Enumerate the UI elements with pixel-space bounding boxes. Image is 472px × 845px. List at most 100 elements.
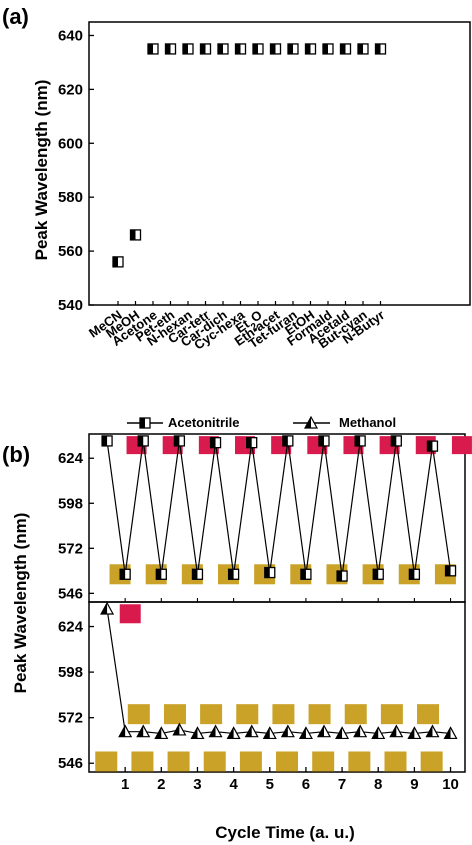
acetonitrile-point [191, 568, 204, 580]
panel-a-point [304, 43, 317, 55]
methanol-point [353, 724, 368, 738]
legend-triangle-marker-fill [305, 417, 311, 428]
panel-a-point [164, 43, 177, 55]
acetonitrile-point-fill [409, 569, 415, 580]
acetonitrile-point-fill [156, 569, 162, 580]
methanol-point-fill [137, 725, 144, 737]
panel-b-bottom-frame [88, 601, 466, 773]
methanol-point [244, 724, 259, 738]
methanol-point-fill [155, 727, 162, 739]
panel-a-point [322, 43, 334, 55]
swatch-red [119, 604, 141, 624]
methanol-point-fill [318, 725, 324, 737]
panel-a-point [182, 43, 194, 55]
swatch-gold [312, 751, 335, 772]
methanol-point [136, 724, 151, 738]
acetonitrile-point [372, 568, 384, 580]
panel-a-point [234, 43, 247, 55]
methanol-point [443, 726, 458, 740]
panel-a-point-fill [375, 43, 381, 54]
acetonitrile-point-fill [337, 571, 343, 582]
methanol-point-fill [101, 603, 108, 615]
methanol-point-fill [408, 727, 415, 739]
panel-a-point-fill [270, 43, 276, 54]
panel-b-y-tick-label: 572 [58, 710, 83, 727]
legend-label-acetonitrile: Acetonitrile [168, 415, 240, 430]
acetonitrile-point [155, 568, 167, 580]
acetonitrile-point [336, 570, 348, 582]
methanol-point [298, 726, 313, 740]
methanol-point-fill [173, 723, 180, 735]
acetonitrile-point [137, 435, 149, 447]
swatch-gold [276, 751, 299, 772]
panel-b-acetonitrile-plot [101, 435, 457, 582]
panel-a-y-tick-label: 540 [58, 297, 83, 314]
swatch-gold [167, 751, 190, 772]
panel-a-point [112, 256, 124, 268]
panel-a-label: (a) [2, 4, 29, 29]
acetonitrile-point [209, 437, 222, 449]
methanol-point-fill [372, 727, 379, 739]
panel-a-point-fill [305, 43, 311, 54]
panel-b-ticks: 546 546 572 572 598 598 624 624 1 2 3 4 5 6 7 8 9 10 [58, 450, 459, 793]
panel-a-y-tick-label: 640 [58, 27, 83, 44]
methanol-point-fill [354, 725, 361, 737]
acetonitrile-point-fill [319, 435, 324, 446]
panel-a-point-fill [148, 43, 153, 54]
acetonitrile-point-fill [138, 435, 144, 446]
panel-b-x-tick-label: 5 [266, 776, 274, 793]
panel-a-point [269, 43, 282, 55]
panel-a-point [252, 43, 264, 55]
panel-a-point [357, 43, 369, 55]
panel-b-y-tick-label: 598 [58, 495, 83, 512]
legend-label-methanol: Methanol [339, 415, 396, 430]
methanol-point [389, 724, 404, 738]
swatch-gold [380, 704, 403, 725]
acetonitrile-point [300, 568, 312, 580]
methanol-point-fill [444, 727, 451, 739]
panel-a-point-fill [113, 256, 118, 267]
acetonitrile-point [264, 566, 276, 579]
panel-a-point [199, 43, 212, 55]
panel-b-y-tick-label: 624 [58, 619, 84, 636]
panel-b-label: (b) [2, 442, 30, 467]
legend-square-marker-fill [140, 418, 145, 428]
methanol-point [190, 726, 205, 740]
swatch-gold [384, 751, 407, 772]
methanol-point [226, 726, 241, 740]
acetonitrile-point-fill [192, 569, 198, 580]
panel-b-y-axis-title: Peak Wavelength (nm) [11, 513, 30, 694]
panel-a-y-tick-label: 600 [58, 135, 83, 152]
panel-a-point-fill [235, 43, 241, 54]
panel-a-point [339, 43, 352, 55]
swatch-gold [203, 751, 226, 772]
panel-a-point-fill [358, 43, 363, 54]
acetonitrile-point [426, 440, 439, 452]
methanol-point-fill [263, 727, 270, 739]
panel-a-point-fill [253, 43, 258, 54]
methanol-point-fill [191, 727, 198, 739]
methanol-point [407, 726, 422, 740]
acetonitrile-point [444, 565, 457, 577]
methanol-point-fill [245, 725, 252, 737]
acetonitrile-point-fill [300, 569, 306, 580]
acetonitrile-point-fill [282, 435, 288, 446]
methanol-point [335, 726, 350, 740]
panel-a-y-tick-label: 620 [58, 81, 83, 98]
panel-b-x-tick-label: 1 [121, 776, 129, 793]
methanol-point [371, 726, 386, 740]
acetonitrile-point [101, 435, 113, 447]
swatch-gold [163, 704, 186, 725]
panel-b-y-tick-label: 598 [58, 664, 83, 681]
methanol-point-fill [336, 727, 343, 739]
acetonitrile-point-fill [174, 435, 180, 446]
acetonitrile-point [246, 437, 258, 449]
acetonitrile-series-line [106, 440, 452, 577]
swatch-red [451, 436, 472, 455]
methanol-point-fill [426, 725, 433, 737]
panel-a-point-fill [288, 43, 293, 54]
methanol-point-fill [119, 725, 126, 737]
methanol-point [154, 726, 169, 740]
panel-a-point [129, 229, 142, 241]
